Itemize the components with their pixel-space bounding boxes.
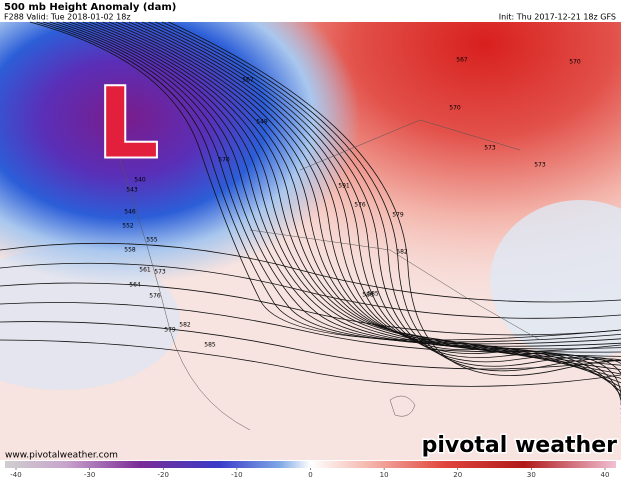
contour-line: [115, 21, 621, 388]
colorbar: [5, 461, 616, 468]
contour-label: 591: [338, 183, 350, 190]
colorbar-tick-label: 10: [380, 471, 389, 479]
contour-line: [0, 321, 621, 370]
contour-label: 552: [122, 223, 134, 230]
contour-line: [0, 302, 621, 353]
contour-label: 585: [204, 342, 216, 349]
contour-line: [36, 21, 621, 343]
contour-label: 573: [534, 162, 546, 169]
colorbar-tick-label: 0: [308, 471, 312, 479]
contour-line: [161, 21, 621, 418]
height-contours: [0, 21, 621, 423]
title: 500 mb Height Anomaly (dam): [4, 2, 176, 13]
contour-label: 558: [124, 247, 136, 254]
colorbar-tick-label: -30: [84, 471, 95, 479]
contour-label: 573: [484, 145, 496, 152]
contour-label: 567: [456, 57, 468, 64]
low-marker: L: [97, 67, 158, 179]
contour-line: [89, 21, 621, 370]
contour-label: 555: [146, 237, 158, 244]
contour-label: 576: [149, 293, 161, 300]
contour-label: 582: [396, 249, 408, 256]
contour-label: 543: [126, 187, 138, 194]
contour-label: 573: [154, 269, 166, 276]
contour-label: 585: [367, 291, 379, 298]
contour-line: [122, 21, 621, 392]
map: L 540 543 546 549 552 555 558 561 564 567 570 573 57…: [0, 21, 621, 461]
contour-label: 564: [129, 282, 141, 289]
colorbar-tick-label: -10: [231, 471, 242, 479]
contour-line: [69, 21, 621, 357]
contour-label: 570: [569, 59, 581, 66]
contour-label: 588: [362, 292, 374, 299]
init-time: Init: Thu 2017-12-21 18z GFS: [499, 13, 616, 22]
contour-line: [168, 21, 621, 423]
contour-line: [0, 262, 621, 319]
credit: www.pivotalweather.com: [5, 451, 118, 461]
contour-label: 570: [218, 157, 230, 164]
colorbar-tick-label: -20: [158, 471, 169, 479]
colorbar-ticks: -40 -30 -20 -10 0 10 20 30 40: [10, 468, 609, 479]
contour-label: 561: [139, 267, 151, 274]
contour-line: [0, 339, 621, 387]
colorbar-tick-label: 40: [601, 471, 610, 479]
contour-line: [142, 21, 621, 405]
contour-label: 570: [449, 105, 461, 112]
contour-line: [82, 21, 621, 366]
contour-label: 582: [179, 322, 191, 329]
contour-line: [128, 21, 621, 397]
contour-labels: 540 543 546 549 552 555 558 561 564 567 570 573 576 5…: [122, 57, 581, 349]
contour-line: [155, 21, 621, 414]
contour-line: [95, 21, 621, 375]
contour-label: 567: [242, 77, 254, 84]
cold-anomaly: [0, 22, 621, 460]
contour-label: 576: [354, 202, 366, 209]
colorbar-tick-label: -40: [10, 471, 21, 479]
contour-label: 549: [256, 119, 268, 126]
colorbar-tick-label: 20: [453, 471, 462, 479]
contour-label: 579: [164, 327, 176, 334]
contour-line: [76, 21, 621, 362]
borders: [119, 119, 541, 431]
contour-label: 540: [134, 177, 146, 184]
header-bg: [0, 0, 621, 22]
contour-label: 546: [124, 209, 136, 216]
valid-time: F288 Valid: Tue 2018-01-02 18z: [4, 13, 131, 22]
contour-label: 579: [392, 212, 404, 219]
contour-line: [0, 282, 621, 336]
logo: pivotal weather: [422, 433, 617, 458]
colorbar-tick-label: 30: [527, 471, 536, 479]
contour-line: [0, 242, 621, 303]
